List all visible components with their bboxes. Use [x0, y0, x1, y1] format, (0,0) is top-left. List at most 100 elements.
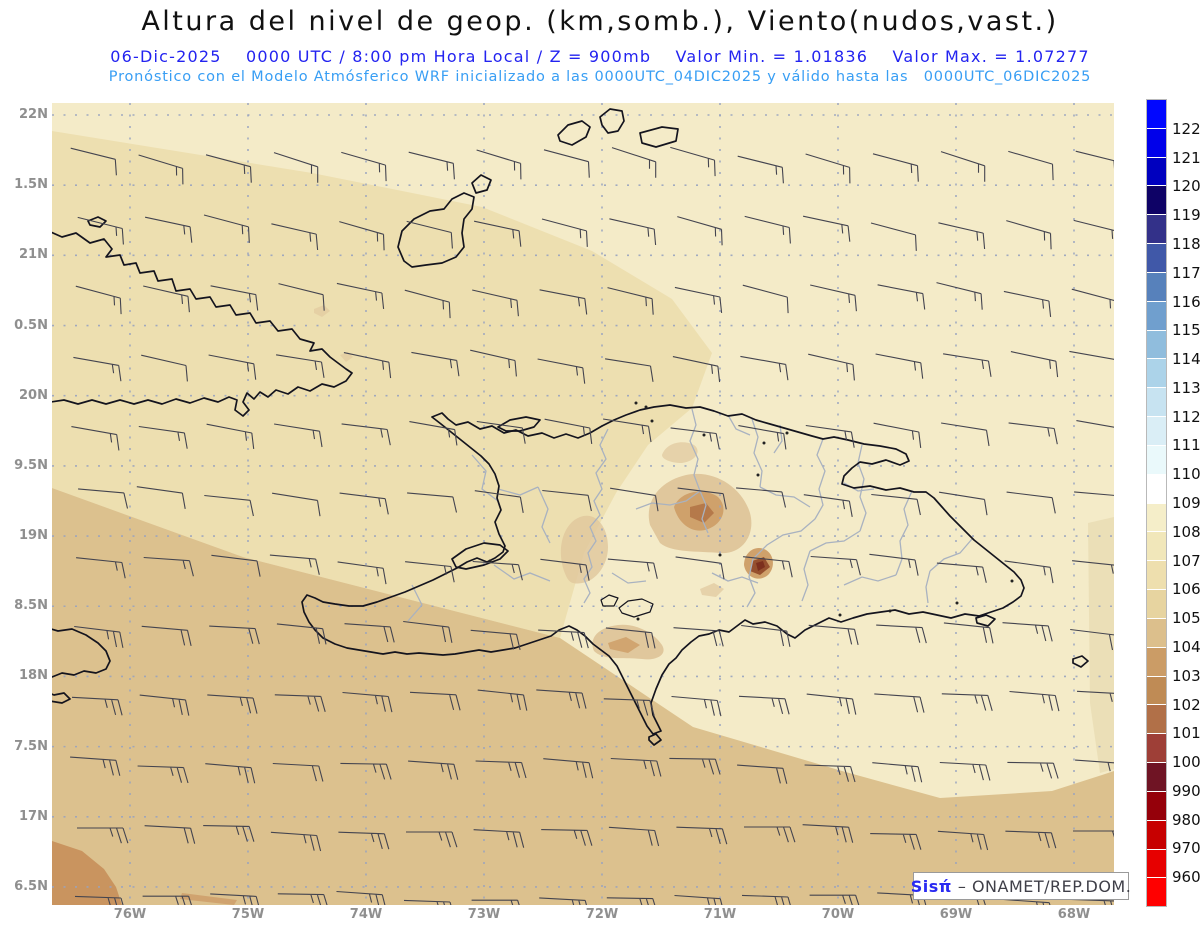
- wind-barb: [741, 894, 791, 905]
- wind-barb: [143, 285, 190, 313]
- lon-label: 75W: [231, 907, 265, 922]
- wind-barb: [1076, 420, 1114, 428]
- wind-barb: [741, 624, 791, 647]
- wind-barb: [141, 354, 188, 382]
- relief-cordillera-core: [690, 503, 714, 523]
- colorbar-tick-label: 1050: [1172, 609, 1200, 628]
- wind-barb: [674, 894, 723, 905]
- relief-azua-patch: [700, 583, 724, 597]
- colorbar-cell: [1147, 878, 1166, 907]
- wind-barb: [1007, 761, 1059, 779]
- wind-barb: [537, 358, 586, 384]
- wind-barb: [810, 284, 857, 312]
- wind-barb: [341, 151, 387, 182]
- wind-barb: [808, 624, 859, 646]
- colorbar-cell: [1147, 388, 1166, 417]
- wind-barb: [269, 554, 320, 575]
- colorbar-tick-label: 970: [1172, 839, 1200, 858]
- wind-barb: [472, 560, 523, 581]
- wind-barb: [278, 283, 325, 311]
- province-borders: [407, 408, 973, 622]
- wind-barb: [408, 151, 455, 180]
- wind-barb: [870, 222, 917, 251]
- shading-corner-dark: [52, 841, 122, 905]
- colorbar-tick-label: 1070: [1172, 551, 1200, 570]
- colorbar-cell: [1147, 503, 1166, 532]
- wind-barb: [210, 893, 260, 905]
- wind-barb: [541, 829, 593, 846]
- wind-barb: [670, 427, 720, 450]
- colorbar-cell: [1147, 100, 1166, 128]
- watermark-box: Sisπ́ – ONAMET/REP.DOM.: [911, 872, 1131, 900]
- wind-barb: [1073, 219, 1114, 239]
- wind-barb: [139, 694, 190, 716]
- wind-barb: [1005, 830, 1057, 849]
- lon-label: 70W: [821, 907, 855, 922]
- coastline-jamaica-south: [52, 692, 71, 704]
- colorbar-tick-label: 1030: [1172, 666, 1200, 685]
- wind-barb: [677, 216, 723, 246]
- colorbar-cell: [1147, 186, 1166, 215]
- wind-barbs-layer: [70, 146, 1114, 905]
- wind-barb: [1009, 690, 1060, 712]
- colorbar-cell: [1147, 272, 1166, 301]
- wind-barb: [1003, 290, 1052, 317]
- wind-barb: [744, 826, 796, 843]
- wind-barb: [1072, 560, 1114, 574]
- wind-barb: [544, 418, 593, 444]
- wind-barb: [743, 556, 793, 578]
- lat-label: 17N: [19, 808, 48, 824]
- wind-barb: [940, 151, 986, 182]
- wind-barb: [276, 623, 327, 645]
- wind-barb: [670, 146, 716, 177]
- wind-barb: [876, 624, 927, 644]
- colorbar-tick-label: 1160: [1172, 292, 1200, 311]
- wind-barb: [543, 758, 594, 779]
- wind-barb: [71, 426, 120, 451]
- wind-barb: [476, 420, 526, 444]
- wind-barb: [477, 689, 528, 711]
- wind-barb: [205, 763, 256, 784]
- wind-barb: [669, 757, 721, 775]
- wind-barb: [872, 153, 919, 182]
- coastlines: [52, 108, 1089, 746]
- wind-barb: [476, 149, 522, 180]
- colorbar-cell: [1147, 330, 1166, 359]
- wind-barb: [802, 215, 851, 242]
- colorbar-tick-label: 1210: [1172, 148, 1200, 167]
- colorbar-tick-label: 1150: [1172, 321, 1200, 340]
- wind-barb: [805, 424, 855, 448]
- wind-barb: [941, 693, 993, 711]
- wind-barb: [671, 695, 722, 717]
- colorbar-cell: [1147, 445, 1166, 474]
- wind-barb: [603, 418, 652, 443]
- wind-barb: [210, 285, 259, 311]
- colorbar-tick-label: 1020: [1172, 695, 1200, 714]
- lat-label: 6.5N: [14, 878, 48, 894]
- wind-barb: [603, 698, 655, 716]
- wind-barb: [1070, 628, 1114, 651]
- wind-barb: [76, 557, 126, 579]
- page-title: Altura del nivel de geop. (km,somb.), Vi…: [141, 6, 1059, 37]
- island-beata: [648, 733, 662, 746]
- colorbar-cell: [1147, 763, 1166, 791]
- colorbar-tick-label: 1060: [1172, 580, 1200, 599]
- wind-barb: [675, 556, 725, 580]
- island-turks-2: [599, 108, 625, 134]
- colorbar-cell: [1147, 128, 1166, 157]
- wind-barb: [938, 222, 986, 250]
- wind-barb: [943, 353, 992, 377]
- wind-barb: [74, 895, 124, 905]
- lat-label: 1.5N: [14, 177, 48, 193]
- wind-barb: [470, 629, 521, 651]
- wind-barb: [605, 358, 654, 382]
- wind-barb: [539, 897, 587, 905]
- colorbar-tick-label: 980: [1172, 810, 1200, 829]
- colorbar-cell: [1147, 820, 1166, 849]
- wind-barb: [803, 494, 853, 517]
- wind-barb: [408, 760, 459, 780]
- wind-barb: [1003, 898, 1051, 905]
- wind-barb: [808, 353, 855, 381]
- colorbar-cell: [1147, 676, 1166, 705]
